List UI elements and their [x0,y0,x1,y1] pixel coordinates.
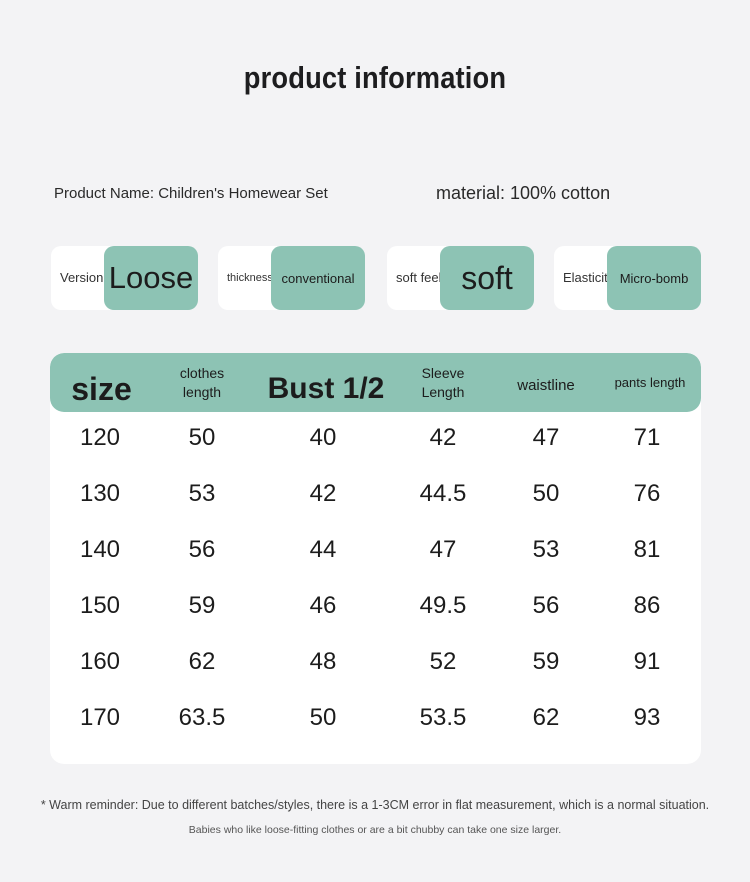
attribute-elasticity: Elasticity Micro-bomb [554,246,701,310]
attribute-label: thickness [227,272,273,284]
cell-bust: 40 [309,424,337,451]
cell-size: 150 [79,592,121,619]
cell-clothes-length: 63.5 [178,704,226,731]
header-sleeve-length: Sleeve Length [421,364,465,400]
table-row: 120 50 40 42 47 71 [50,410,701,466]
size-tip: Babies who like loose-fitting clothes or… [188,824,562,836]
cell-bust: 48 [309,648,337,675]
cell-size: 170 [79,704,121,731]
attribute-value: Micro-bomb [607,246,701,310]
size-table: size clothes length Bust 1/2 Sleeve Leng… [50,353,701,764]
cell-sleeve-length: 53.5 [419,704,467,731]
cell-waistline: 47 [532,424,560,451]
material-info: material: 100% cotton [436,183,611,203]
header-clothes-length: clothes length [179,364,225,400]
header-bust: Bust 1/2 [267,372,385,406]
cell-pants-length: 81 [633,536,661,563]
cell-sleeve-length: 52 [429,648,457,675]
cell-clothes-length: 62 [188,648,216,675]
cell-bust: 44 [309,536,337,563]
attribute-value: conventional [271,246,365,310]
header-size: size [71,370,132,407]
cell-pants-length: 86 [633,592,661,619]
warm-reminder: * Warm reminder: Due to different batche… [40,798,710,812]
cell-clothes-length: 50 [188,424,216,451]
cell-waistline: 59 [532,648,560,675]
page-title: product information [243,60,507,95]
cell-pants-length: 71 [633,424,661,451]
cell-size: 120 [79,424,121,451]
attribute-value: Loose [104,246,198,310]
cell-bust: 46 [309,592,337,619]
attribute-label: Version [60,270,104,285]
attribute-soft-feel: soft feel soft [387,246,534,310]
attribute-label: soft feel [396,270,442,285]
attribute-version: Version Loose [51,246,198,310]
cell-bust: 42 [309,480,337,507]
table-row: 130 53 42 44.5 50 76 [50,466,701,522]
table-row: 170 63.5 50 53.5 62 93 [50,690,701,746]
cell-size: 160 [79,648,121,675]
cell-waistline: 53 [532,536,560,563]
attribute-value: soft [440,246,534,310]
cell-pants-length: 91 [633,648,661,675]
table-header: size clothes length Bust 1/2 Sleeve Leng… [50,353,701,412]
table-row: 140 56 44 47 53 81 [50,522,701,578]
cell-clothes-length: 53 [188,480,216,507]
cell-sleeve-length: 42 [429,424,457,451]
cell-sleeve-length: 47 [429,536,457,563]
table-row: 150 59 46 49.5 56 86 [50,578,701,634]
cell-waistline: 56 [532,592,560,619]
cell-clothes-length: 56 [188,536,216,563]
attribute-thickness: thickness conventional [218,246,365,310]
cell-clothes-length: 59 [188,592,216,619]
product-name: Product Name: Children's Homewear Set [54,185,328,202]
cell-bust: 50 [309,704,337,731]
header-pants-length: pants length [614,374,686,390]
cell-size: 140 [79,536,121,563]
cell-waistline: 62 [532,704,560,731]
table-row: 160 62 48 52 59 91 [50,634,701,690]
cell-pants-length: 76 [633,480,661,507]
cell-pants-length: 93 [633,704,661,731]
header-waistline: waistline [517,377,575,395]
cell-waistline: 50 [532,480,560,507]
attribute-label: Elasticity [563,270,615,285]
cell-size: 130 [79,480,121,507]
cell-sleeve-length: 44.5 [419,480,467,507]
cell-sleeve-length: 49.5 [419,592,467,619]
